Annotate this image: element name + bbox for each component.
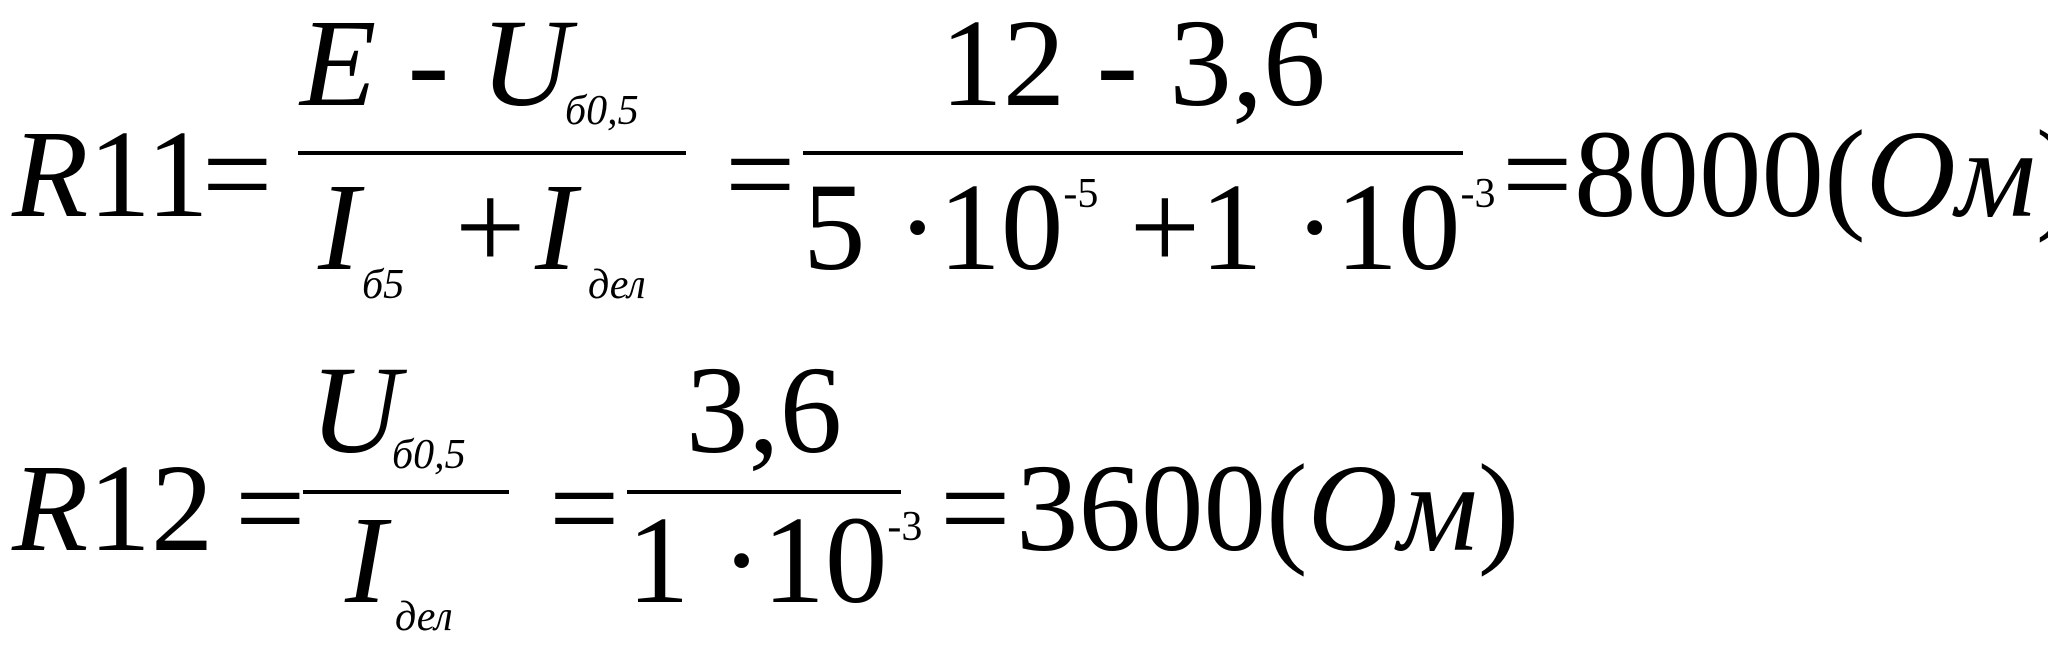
result-value: 3600( [1016,440,1308,578]
result: 3600(Ом) [1016,438,1519,582]
term: +1 ·10 [1098,159,1461,297]
plus-sign: + [455,159,526,297]
r-index: 12 [88,440,214,578]
denominator-numeric: 5 ·10-5 +1 ·10-3 [803,157,1496,301]
minus-sign: - [407,0,450,133]
u-subscript: б0,5 [565,88,639,134]
i-subscript: дел [588,262,646,308]
r12-lhs: R12 [12,438,213,582]
term: 1 ·10 [627,492,888,630]
paren: ) [2036,106,2048,244]
unit: Ом [1865,106,2036,244]
numerator-symbolic: E - U [300,0,571,137]
fraction-bar [803,151,1463,155]
exponent: -3 [887,504,923,550]
u-subscript: б0,5 [392,432,466,478]
r11-lhs: R11 [12,104,209,248]
r-index: 11 [88,106,209,244]
e-symbol: E [300,0,377,133]
i-symbol: I [318,159,360,297]
paren: ) [1477,440,1520,578]
r-symbol: R [12,440,89,578]
equals-sign: = [1502,106,1573,244]
fraction-bar [298,151,686,155]
numerator-numeric: 3,6 [685,342,843,480]
i-subscript: дел [395,594,453,640]
term: 5 ·10 [803,159,1064,297]
equals-sign: = [940,440,1011,578]
u-symbol: U [310,342,401,480]
result: 8000(Ом) [1574,104,2048,248]
equals-sign: = [202,106,273,244]
unit: Ом [1307,440,1478,578]
exponent: -5 [1063,171,1099,217]
fraction-bar [303,490,509,494]
numerator-numeric: 12 - 3,6 [940,0,1326,133]
r-symbol: R [12,106,89,244]
i-symbol: I [345,492,387,630]
i-symbol: I [535,159,577,297]
result-value: 8000( [1574,106,1866,244]
equals-sign: = [725,106,796,244]
equals-sign: = [549,440,620,578]
exponent: -3 [1460,171,1496,217]
i-subscript: б5 [362,262,405,308]
u-symbol: U [480,0,571,133]
equals-sign: = [235,440,306,578]
denominator-numeric: 1 ·10-3 [627,490,922,634]
fraction-bar [627,490,901,494]
